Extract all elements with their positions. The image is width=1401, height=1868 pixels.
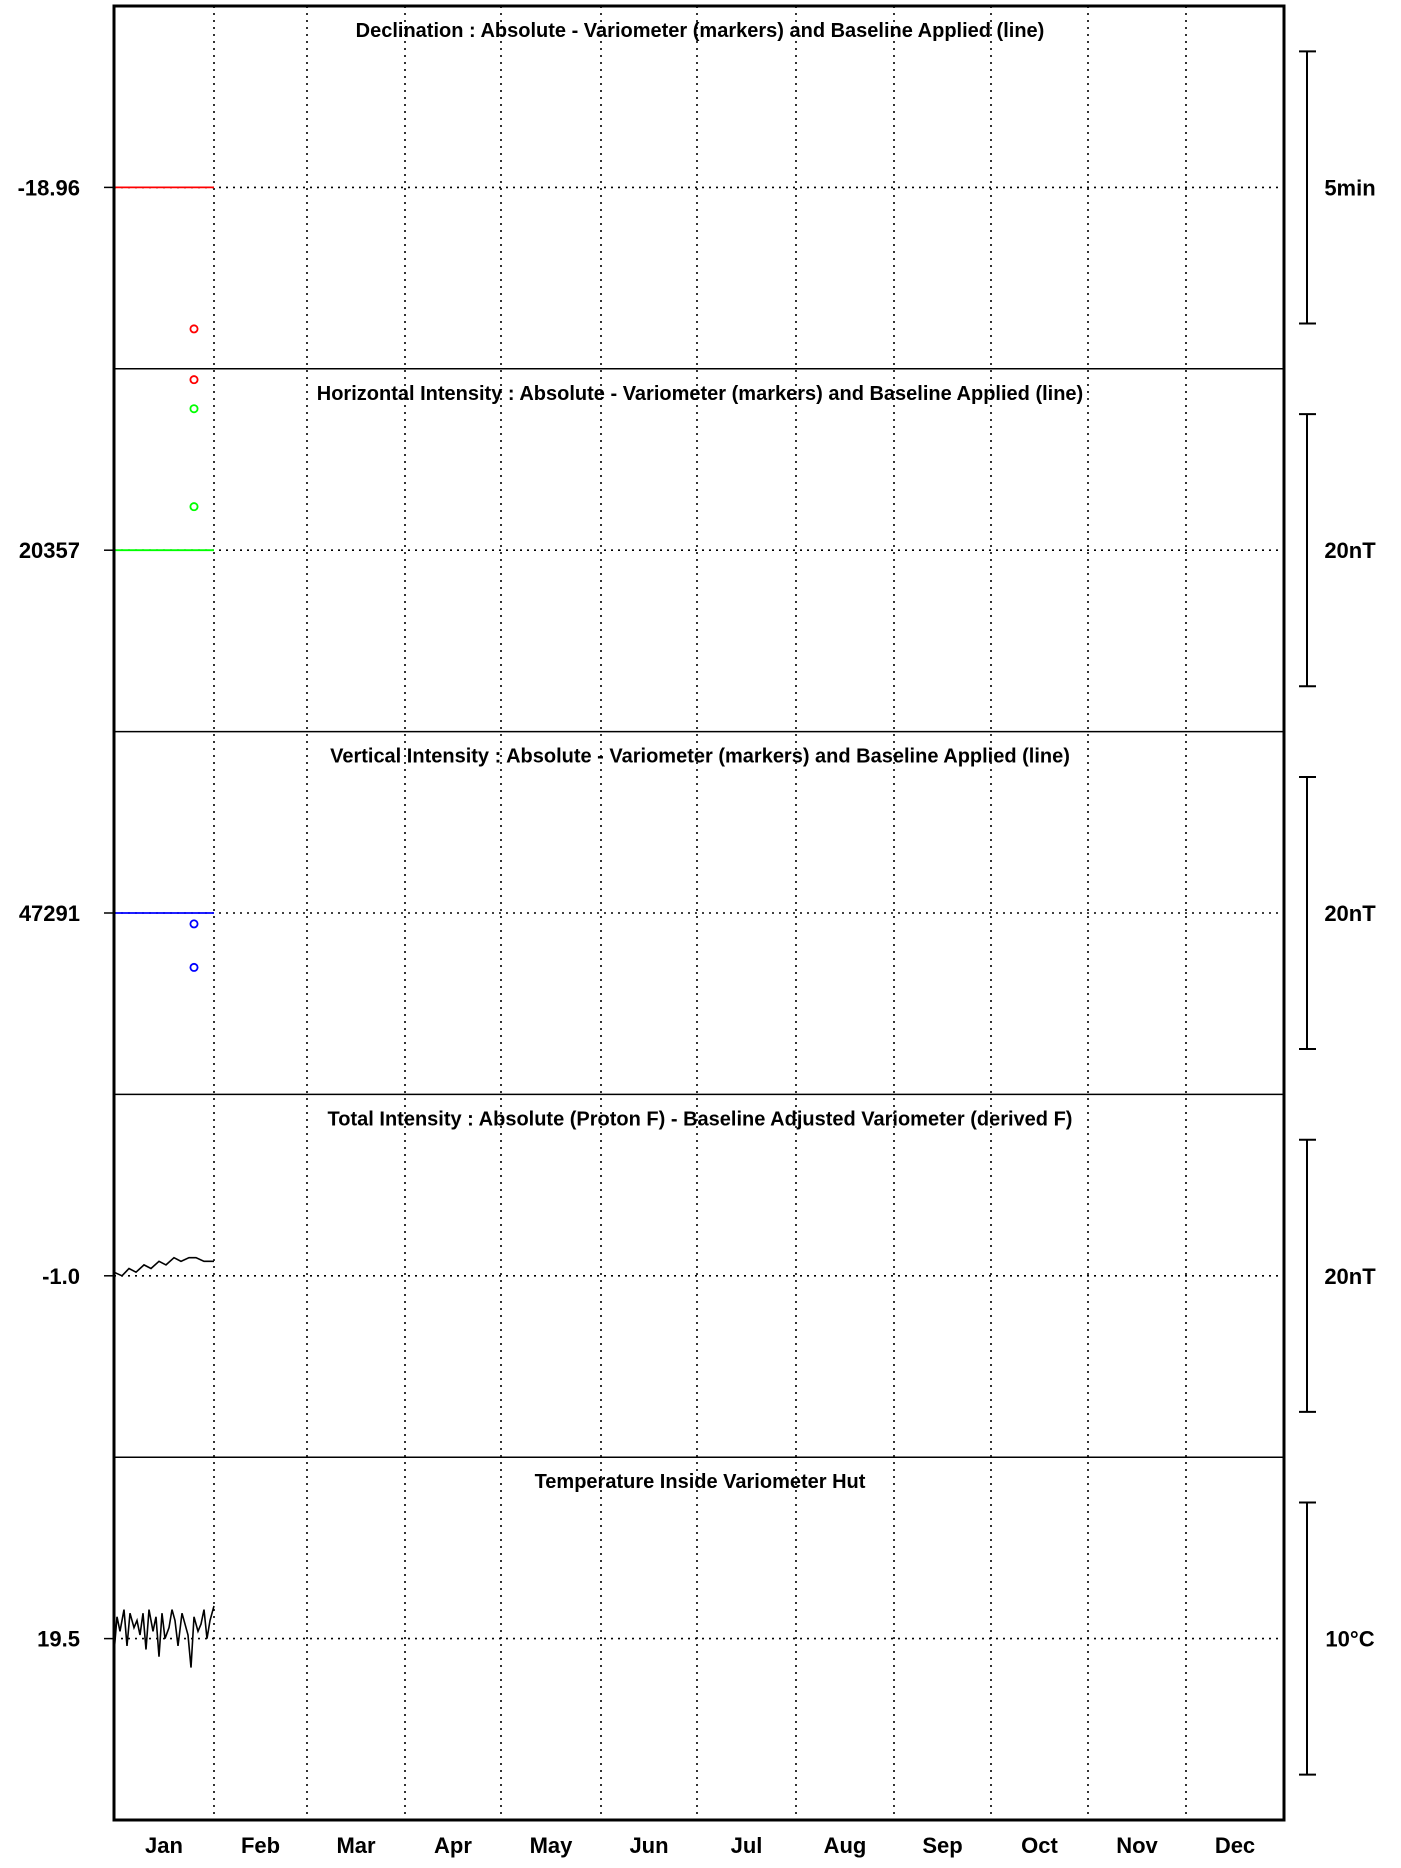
panel-title: Horizontal Intensity : Absolute - Variom… [317,383,1083,405]
panel-4: Total Intensity : Absolute (Proton F) - … [42,1093,1376,1413]
scale-label: 20nT [1324,901,1376,926]
panel-title: Declination : Absolute - Variometer (mar… [356,20,1045,42]
center-value-label: 19.5 [37,1627,80,1652]
x-tick-label: Jun [629,1833,668,1858]
data-point [189,919,199,929]
panel-2: Horizontal Intensity : Absolute - Variom… [19,368,1376,688]
data-point [189,962,199,972]
data-point [189,375,199,385]
x-tick-label: Dec [1215,1833,1255,1858]
scale-label: 20nT [1324,1264,1376,1289]
center-value-label: -18.96 [18,175,80,200]
panel-title: Vertical Intensity : Absolute - Variomet… [330,746,1070,768]
x-tick-label: Apr [434,1833,472,1858]
center-value-label: 20357 [19,538,80,563]
panel-3: Vertical Intensity : Absolute - Variomet… [19,730,1376,1051]
x-tick-label: Aug [824,1833,867,1858]
panel-title: Temperature Inside Variometer Hut [535,1471,866,1493]
data-point [189,324,199,334]
x-tick-label: Feb [241,1833,280,1858]
x-tick-label: Mar [336,1833,376,1858]
scale-label: 10°C [1325,1627,1374,1652]
series-line [113,1256,214,1277]
data-point [189,502,199,512]
panel-1: Declination : Absolute - Variometer (mar… [18,20,1376,385]
x-tick-label: Nov [1116,1833,1158,1858]
x-tick-label: Jul [731,1833,763,1858]
center-value-label: -1.0 [42,1264,80,1289]
scale-label: 20nT [1324,538,1376,563]
scale-label: 5min [1324,175,1375,200]
series-line [113,1605,215,1668]
panel-title: Total Intensity : Absolute (Proton F) - … [328,1108,1073,1130]
x-tick-label: Oct [1021,1833,1058,1858]
x-tick-label: Jan [145,1833,183,1858]
x-tick-label: Sep [922,1833,962,1858]
x-tick-label: May [530,1833,574,1858]
center-value-label: 47291 [19,901,80,926]
plot-frame [112,4,1286,1822]
data-point [189,404,199,414]
panel-5: Temperature Inside Variometer Hut 19.5 10°… [37,1456,1375,1776]
